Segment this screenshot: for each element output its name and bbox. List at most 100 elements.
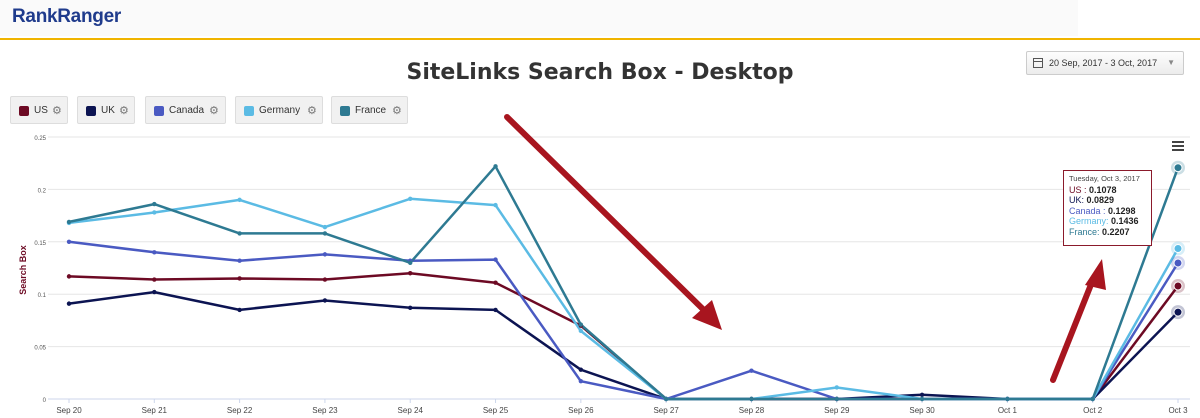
data-point-france[interactable] [1090,396,1095,402]
legend-swatch [244,106,254,116]
series-line-uk [68,290,1179,401]
legend-item-canada[interactable]: Canada ⚙ [145,96,226,124]
tooltip-value: 0.0829 [1086,195,1115,205]
tooltip-label: France: [1069,226,1103,237]
legend-item-germany[interactable]: Germany ⚙ [235,96,323,124]
data-point-france[interactable] [1005,396,1010,402]
tooltip-row: Canada : 0.1298 [1069,206,1146,217]
data-point-france[interactable] [919,396,925,402]
data-point-us[interactable] [408,271,413,276]
legend-swatch [154,106,164,116]
chart-menu-icon[interactable] [1172,141,1184,151]
data-point-france[interactable] [834,396,839,402]
tooltip-label: Germany: [1069,216,1112,226]
y-tick-label: 0 [43,398,47,404]
data-point-france[interactable] [578,322,584,327]
data-point-canada[interactable] [152,250,157,255]
data-point-france[interactable] [66,219,72,225]
data-point-us[interactable] [152,277,157,282]
legend-label: France [355,105,387,116]
legend-item-us[interactable]: US ⚙ [10,96,68,124]
x-tick-label: Sep 22 [227,406,253,415]
series-line-us [68,271,1179,401]
data-point-germany[interactable] [237,197,242,203]
data-point-us[interactable] [237,276,242,281]
data-point-france[interactable] [408,260,413,265]
data-point-france[interactable] [749,396,754,402]
data-point-us[interactable] [493,280,498,285]
gear-icon[interactable]: ⚙ [392,105,402,117]
data-point-uk[interactable] [919,392,925,398]
data-point-us[interactable] [66,274,72,279]
data-point-canada[interactable] [322,252,328,257]
data-point-france[interactable] [663,396,669,402]
x-tick-label: Sep 28 [739,406,765,415]
data-point-uk[interactable] [322,298,328,303]
series-line-france [68,165,1180,401]
legend-label: Canada [169,105,205,116]
data-point-us[interactable] [1173,281,1183,291]
data-point-canada[interactable] [66,239,72,244]
data-point-canada[interactable] [493,257,498,262]
date-range-picker[interactable]: 20 Sep, 2017 - 3 Oct, 2017 ▼ [1026,51,1184,75]
x-tick-label: Sep 30 [909,406,935,415]
rankranger-logo[interactable]: RankRanger [12,6,121,28]
data-point-france[interactable] [152,201,157,207]
data-point-france[interactable] [1173,163,1183,173]
data-tooltip: Tuesday, Oct 3, 2017 US : 0.1078 UK: 0.0… [1063,170,1152,246]
data-point-uk[interactable] [408,305,413,311]
data-point-uk[interactable] [152,289,157,295]
calendar-icon [1033,58,1043,68]
series-line-canada [68,240,1180,401]
data-point-germany[interactable] [834,385,839,390]
gear-icon[interactable]: ⚙ [209,105,219,117]
data-point-france[interactable] [237,231,242,236]
x-tick-label: Oct 1 [998,406,1018,415]
data-point-canada[interactable] [237,258,242,263]
tooltip-row: France: 0.2207 [1069,227,1146,238]
logo-part1: Rank [12,6,58,27]
chart-title: SiteLinks Search Box - Desktop [406,60,794,85]
data-point-canada[interactable] [749,368,754,373]
chevron-down-icon: ▼ [1167,58,1175,67]
legend-item-uk[interactable]: UK ⚙ [77,96,135,124]
tooltip-row: UK: 0.0829 [1069,195,1146,206]
gear-icon[interactable]: ⚙ [307,105,317,117]
legend-swatch [340,106,350,116]
legend-item-france[interactable]: France ⚙ [331,96,408,124]
data-point-germany[interactable] [578,328,584,334]
x-tick-label: Oct 3 [1168,406,1188,415]
top-bar: RankRanger [0,0,1200,40]
x-tick-label: Sep 29 [824,406,850,415]
data-point-uk[interactable] [237,307,242,313]
data-point-canada[interactable] [578,378,584,384]
x-tick-label: Sep 23 [312,406,338,415]
data-point-germany[interactable] [408,196,413,202]
data-point-germany[interactable] [1173,244,1183,254]
gear-icon[interactable]: ⚙ [119,105,129,117]
annotation-arrowhead-down [692,300,722,330]
data-point-france[interactable] [322,231,328,236]
legend-label: Germany [259,105,301,116]
data-point-uk[interactable] [1173,307,1183,317]
legend-swatch [86,106,96,116]
tooltip-value: 0.1436 [1111,216,1139,226]
x-tick-label: Sep 25 [483,406,509,415]
data-point-uk[interactable] [493,307,498,313]
data-point-germany[interactable] [322,224,328,230]
data-point-germany[interactable] [152,210,157,215]
data-point-france[interactable] [493,164,498,169]
data-point-germany[interactable] [493,202,498,208]
data-point-us[interactable] [322,277,328,282]
data-point-uk[interactable] [578,367,584,372]
tooltip-value: 0.2207 [1102,226,1130,237]
date-range-label: 20 Sep, 2017 - 3 Oct, 2017 [1049,58,1158,68]
data-point-canada[interactable] [1173,258,1183,268]
annotation-arrow-down [504,114,715,321]
gear-icon[interactable]: ⚙ [52,105,62,117]
legend-swatch [19,106,29,116]
data-point-uk[interactable] [66,301,72,306]
x-tick-label: Sep 27 [653,406,679,415]
tooltip-label: US : [1069,184,1090,195]
